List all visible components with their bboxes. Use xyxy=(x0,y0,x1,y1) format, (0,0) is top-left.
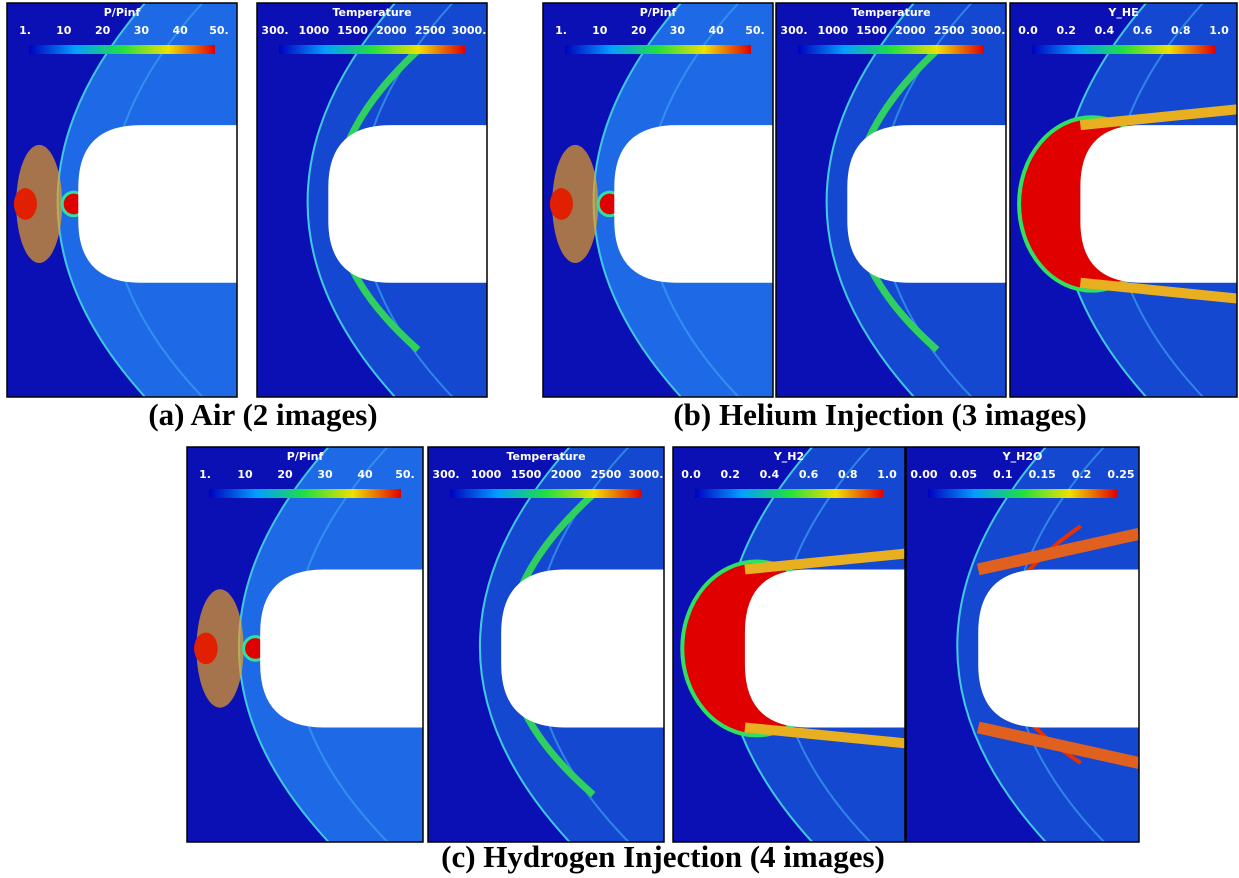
colorbar-tick-label: 2000 xyxy=(376,24,407,37)
colorbar-tick-label: 1. xyxy=(555,24,567,37)
colorbar-tick-label: 30 xyxy=(317,468,333,481)
colorbar-tick-label: 1000 xyxy=(817,24,848,37)
colorbar-tick-label: 2000 xyxy=(895,24,926,37)
flow-panel xyxy=(428,447,665,842)
body xyxy=(328,125,488,283)
colorbar-tick-label: 10 xyxy=(592,24,608,37)
flow-panel xyxy=(906,447,1140,842)
pressure-core xyxy=(550,188,573,220)
body xyxy=(501,569,665,727)
colorbar-tick-label: 0.2 xyxy=(720,468,740,481)
colorbar-tick-label: 10 xyxy=(56,24,72,37)
colorbar xyxy=(695,489,883,498)
colorbar xyxy=(928,489,1117,498)
colorbar xyxy=(450,489,642,498)
pressure-core xyxy=(194,633,218,665)
colorbar-title: Y_HE xyxy=(1107,6,1138,19)
body xyxy=(978,569,1140,727)
colorbar-tick-label: 0.8 xyxy=(1171,24,1191,37)
caption: (c) Hydrogen Injection (4 images) xyxy=(441,839,885,874)
colorbar-tick-label: 2500 xyxy=(934,24,965,37)
colorbar-tick-label: 3000. xyxy=(629,468,664,481)
colorbar-tick-label: 20 xyxy=(631,24,647,37)
colorbar-tick-label: 1500 xyxy=(856,24,887,37)
colorbar-title: Y_H2O xyxy=(1002,450,1043,463)
colorbar-tick-label: 3000. xyxy=(452,24,487,37)
colorbar-tick-label: 0.4 xyxy=(1095,24,1115,37)
body xyxy=(847,125,1007,283)
flow-panel xyxy=(543,3,774,397)
colorbar-tick-label: 0.25 xyxy=(1107,468,1134,481)
colorbar-tick-label: 1000 xyxy=(298,24,329,37)
colorbar-title: Temperature xyxy=(851,6,930,19)
body xyxy=(745,569,906,727)
colorbar-tick-label: 40 xyxy=(173,24,189,37)
colorbar-tick-label: 50. xyxy=(209,24,229,37)
colorbar-title: P/Pinf xyxy=(640,6,677,19)
colorbar-tick-label: 3000. xyxy=(971,24,1006,37)
colorbar-tick-label: 40 xyxy=(709,24,725,37)
colorbar xyxy=(798,45,984,54)
colorbar-tick-label: 2500 xyxy=(415,24,446,37)
colorbar-tick-label: 300. xyxy=(780,24,807,37)
colorbar-tick-label: 0.05 xyxy=(950,468,977,481)
body xyxy=(1080,125,1238,283)
body xyxy=(614,125,774,283)
colorbar-title: Temperature xyxy=(506,450,585,463)
colorbar-tick-label: 0.6 xyxy=(799,468,819,481)
pressure-core xyxy=(14,188,37,220)
colorbar-tick-label: 20 xyxy=(277,468,293,481)
colorbar-tick-label: 1. xyxy=(199,468,211,481)
colorbar-tick-label: 0.4 xyxy=(760,468,780,481)
colorbar xyxy=(1032,45,1215,54)
colorbar-tick-label: 20 xyxy=(95,24,111,37)
body xyxy=(78,125,238,283)
flow-panel xyxy=(7,3,238,397)
colorbar-tick-label: 30 xyxy=(134,24,150,37)
flow-panel xyxy=(776,3,1007,397)
flow-panel xyxy=(187,447,424,842)
colorbar-tick-label: 50. xyxy=(745,24,765,37)
colorbar-tick-label: 0.0 xyxy=(1018,24,1038,37)
colorbar-tick-label: 0.15 xyxy=(1029,468,1056,481)
colorbar-tick-label: 50. xyxy=(395,468,415,481)
colorbar-tick-label: 1.0 xyxy=(1209,24,1229,37)
caption: (b) Helium Injection (3 images) xyxy=(673,397,1086,432)
colorbar-tick-label: 2000 xyxy=(551,468,582,481)
colorbar-tick-label: 40 xyxy=(357,468,373,481)
colorbar-tick-label: 1500 xyxy=(337,24,368,37)
caption: (a) Air (2 images) xyxy=(148,397,377,432)
colorbar-tick-label: 1. xyxy=(19,24,31,37)
colorbar-title: P/Pinf xyxy=(287,450,324,463)
colorbar-tick-label: 10 xyxy=(237,468,253,481)
colorbar-tick-label: 1000 xyxy=(471,468,502,481)
colorbar-title: Temperature xyxy=(332,6,411,19)
flow-panel xyxy=(257,3,488,397)
colorbar-tick-label: 300. xyxy=(432,468,459,481)
colorbar-title: P/Pinf xyxy=(104,6,141,19)
colorbar xyxy=(279,45,465,54)
colorbar-tick-label: 0.2 xyxy=(1056,24,1076,37)
colorbar-tick-label: 0.8 xyxy=(838,468,858,481)
colorbar-tick-label: 0.1 xyxy=(993,468,1013,481)
colorbar xyxy=(209,489,401,498)
colorbar-tick-label: 30 xyxy=(670,24,686,37)
colorbar-tick-label: 0.0 xyxy=(681,468,701,481)
flow-panel xyxy=(673,447,906,842)
body xyxy=(260,569,424,727)
flow-panel xyxy=(1010,3,1238,397)
colorbar xyxy=(29,45,215,54)
colorbar xyxy=(565,45,751,54)
colorbar-tick-label: 0.6 xyxy=(1133,24,1153,37)
colorbar-title: Y_H2 xyxy=(773,450,804,463)
colorbar-tick-label: 1.0 xyxy=(877,468,897,481)
colorbar-tick-label: 300. xyxy=(261,24,288,37)
figure: P/Pinf 1. 10 20 30 40 50. Temperature 300. 1000 15… xyxy=(0,0,1239,878)
colorbar-tick-label: 0.00 xyxy=(910,468,937,481)
colorbar-tick-label: 1500 xyxy=(511,468,542,481)
colorbar-tick-label: 0.2 xyxy=(1072,468,1092,481)
colorbar-tick-label: 2500 xyxy=(591,468,622,481)
